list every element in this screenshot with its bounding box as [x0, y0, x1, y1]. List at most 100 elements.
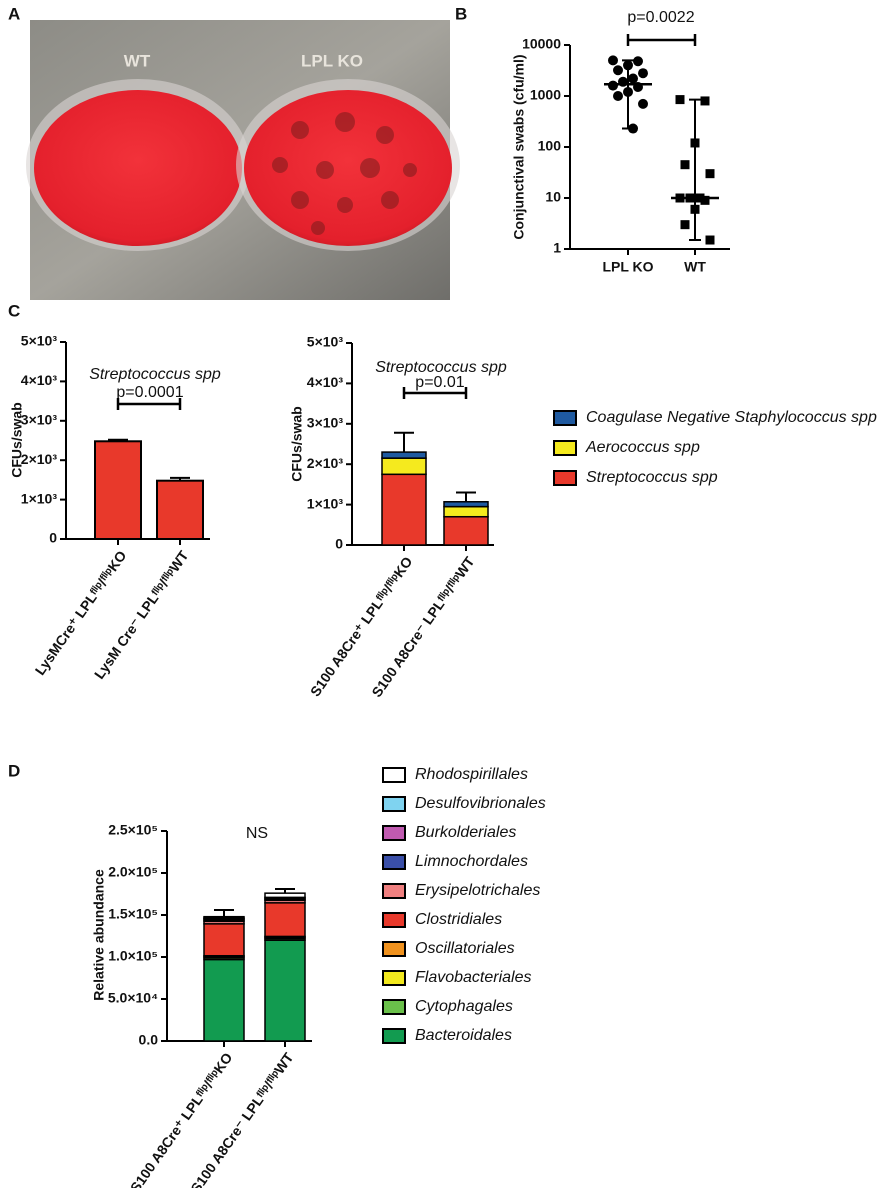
data-point: [638, 98, 648, 109]
bar-segment: [381, 473, 427, 546]
legend-label: Streptococcus spp: [586, 469, 718, 486]
x-tick-label: S100 A8Cre⁺ LPLᶠˡⁱᵖ/ᶠˡⁱᵖKO: [307, 554, 416, 700]
bar: [156, 479, 204, 540]
data-point: [675, 95, 685, 105]
y-tick-label: 0: [49, 530, 57, 546]
bar-segment: [381, 457, 427, 476]
significance-bracket: [626, 34, 697, 46]
y-tick-label: 100: [538, 138, 562, 154]
legend-label: Erysipelotrichales: [415, 882, 540, 899]
panel-label: D: [8, 761, 20, 780]
bar: [94, 440, 142, 540]
data-point: [613, 65, 623, 76]
photo-label: LPL KO: [301, 51, 363, 70]
y-tick-label: 4×10³: [307, 374, 344, 390]
y-tick-label: 5.0×10⁴: [108, 990, 158, 1006]
data-point: [680, 220, 690, 230]
y-tick-label: 10000: [522, 36, 561, 52]
data-point: [705, 169, 715, 179]
bar-segment: [264, 902, 306, 938]
bar-segment: [264, 939, 306, 1042]
y-tick-label: 1.5×10⁵: [108, 906, 158, 922]
panel-label: B: [455, 4, 467, 23]
range-bar: [622, 59, 634, 130]
legend-label: Limnochordales: [415, 853, 528, 870]
data-point: [700, 96, 710, 106]
legend-swatch: [382, 999, 406, 1015]
error-bar: [394, 431, 414, 453]
annotation: p=0.0022: [627, 9, 694, 26]
error-bar: [456, 491, 476, 502]
bar-segment: [264, 892, 306, 899]
data-point: [700, 195, 710, 205]
legend-label: Clostridiales: [415, 911, 502, 928]
legend-swatch: [553, 440, 577, 456]
colonies: [272, 112, 417, 235]
data-point: [638, 68, 648, 79]
legend-swatch: [382, 1028, 406, 1044]
panel-label: A: [8, 4, 20, 23]
legend-swatch: [382, 825, 406, 841]
error-bar: [214, 908, 234, 917]
legend-swatch: [553, 470, 577, 486]
panel-label: C: [8, 301, 20, 320]
significance-bracket: [116, 398, 182, 410]
y-tick-label: 0.0: [139, 1032, 159, 1048]
legend-label: Cytophagales: [415, 998, 513, 1015]
y-tick-label: 5×10³: [307, 334, 344, 350]
photo: WT LPL KO: [26, 20, 460, 300]
data-point: [633, 56, 643, 67]
annotation: p=0.01: [415, 374, 464, 391]
dish-agar: [34, 90, 242, 246]
annotation: p=0.0001: [116, 384, 183, 401]
data-point: [613, 91, 623, 101]
legend-label: Oscillatoriales: [415, 940, 515, 957]
data-point: [705, 235, 715, 245]
y-tick-label: 1×10³: [21, 490, 58, 506]
y-axis-label: CFUs/swab: [289, 406, 305, 481]
y-tick-label: 2.0×10⁵: [108, 864, 158, 880]
y-tick-label: 5×10³: [21, 333, 58, 349]
legend-label: Flavobacteriales: [415, 969, 532, 986]
y-tick-label: 1000: [530, 87, 561, 103]
y-tick-label: 0: [335, 536, 343, 552]
bar-segment: [203, 958, 245, 1042]
legend-swatch: [382, 767, 406, 783]
legend-swatch: [382, 796, 406, 812]
annotation: Streptococcus spp: [89, 366, 221, 383]
legend-swatch: [382, 883, 406, 899]
y-tick-label: 1.0×10⁵: [108, 948, 158, 964]
annotation: NS: [246, 825, 268, 842]
y-tick-label: 2.5×10⁵: [108, 822, 158, 838]
photo-label: WT: [124, 51, 151, 70]
bar-segment: [443, 515, 489, 546]
y-tick-label: 10: [545, 189, 561, 205]
legend-swatch: [382, 912, 406, 928]
data-point: [628, 73, 638, 84]
legend-label: Aerococcus spp: [585, 439, 700, 456]
legend-swatch: [382, 854, 406, 870]
x-tick-label: S100 A8Cre⁻ LPLᶠˡⁱᵖ/ᶠˡⁱᵖWT: [368, 553, 477, 700]
bar-segment: [443, 505, 489, 518]
data-point: [680, 160, 690, 170]
legend-label: Bacteroidales: [415, 1027, 512, 1044]
x-tick-label: LPL KO: [602, 259, 653, 275]
range-bar: [689, 98, 701, 242]
legend-label: Rhodospirillales: [415, 766, 528, 783]
y-axis-label: CFUs/swab: [9, 402, 25, 477]
y-tick-label: 2×10³: [307, 455, 344, 471]
legend-label: Coagulase Negative Staphylococcus spp: [586, 409, 877, 426]
legend-swatch: [553, 410, 577, 426]
data-point: [608, 55, 618, 66]
y-tick-label: 1×10³: [307, 495, 344, 511]
y-axis-label: Relative abundance: [91, 869, 107, 1001]
y-tick-label: 1: [553, 240, 561, 256]
y-tick-label: 4×10³: [21, 372, 58, 388]
bar-segment: [203, 923, 245, 957]
y-axis-label: Conjunctival swabs (cfu/ml): [511, 54, 527, 239]
x-tick-label: WT: [684, 259, 706, 275]
annotation: Streptococcus spp: [375, 359, 507, 376]
y-tick-label: 2×10³: [21, 451, 58, 467]
